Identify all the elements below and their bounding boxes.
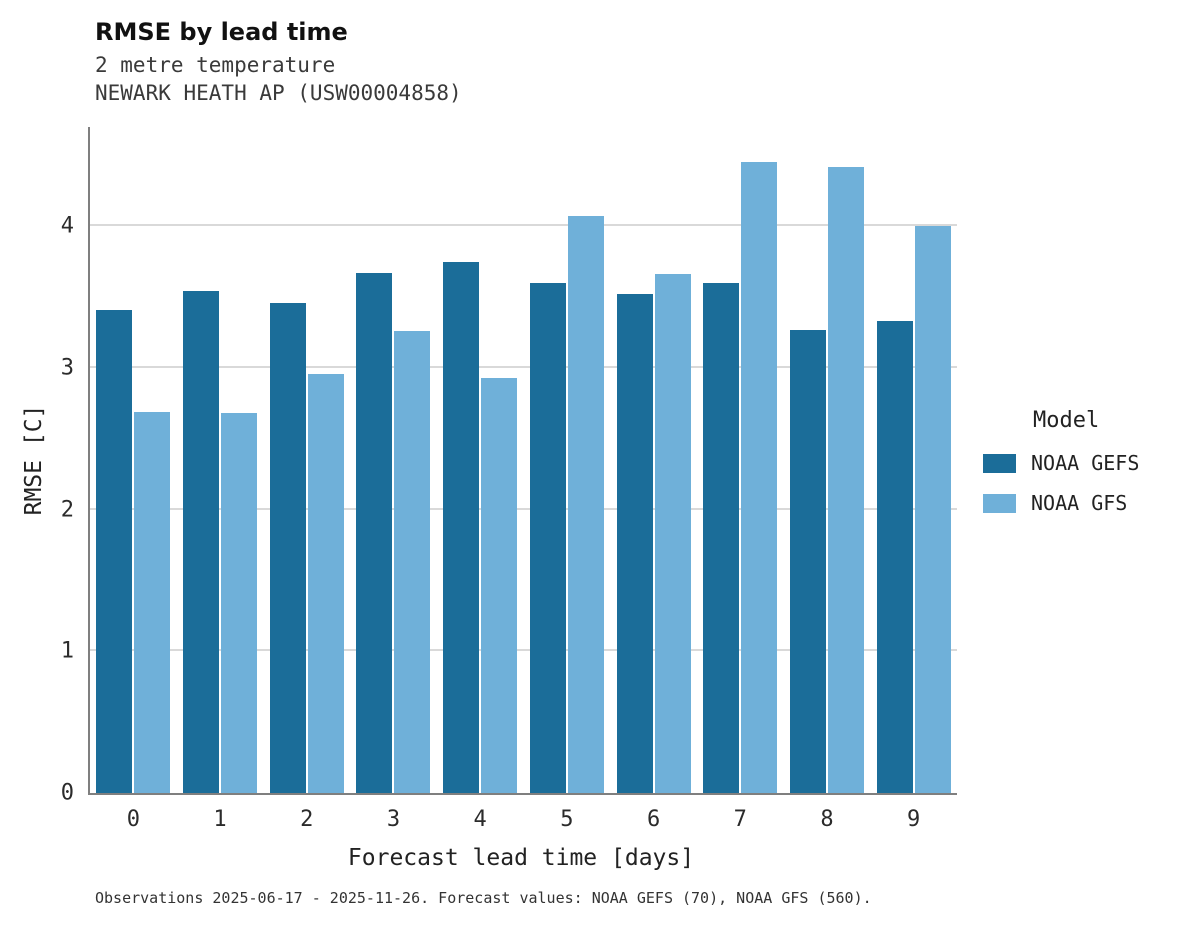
bar-noaa-gfs-lead-5	[567, 216, 604, 793]
bar-noaa-gfs-lead-2	[307, 373, 344, 793]
bar-noaa-gfs-lead-8	[827, 166, 864, 793]
gridline-y-2	[90, 507, 957, 510]
bar-noaa-gefs-lead-1	[183, 291, 220, 793]
bar-noaa-gefs-lead-4	[443, 261, 480, 793]
x-tick-label-6: 6	[646, 807, 661, 832]
legend-swatch-noaa-gfs	[983, 493, 1016, 513]
gridline-y-3	[90, 365, 957, 368]
bar-group-lead-1: 1	[177, 127, 264, 832]
bar-group-lead-7: 7	[697, 127, 784, 832]
bar-group-lead-5: 5	[524, 127, 611, 832]
y-tick-label-4: 4	[60, 213, 74, 239]
x-axis-label: Forecast lead time [days]	[347, 845, 695, 871]
y-tick-label-1: 1	[60, 638, 74, 664]
y-tick-label-2: 2	[60, 497, 74, 523]
y-tick-label-3: 3	[60, 355, 74, 381]
x-tick-label-3: 3	[386, 807, 401, 832]
gridline-y-1	[90, 649, 957, 652]
gridline-y-4	[90, 224, 957, 227]
bar-group-lead-9: 9	[870, 127, 957, 832]
bar-noaa-gefs-lead-9	[876, 321, 913, 793]
legend-swatch-noaa-gefs	[983, 453, 1016, 473]
legend-entry-noaa-gfs: NOAA GFS	[983, 491, 1195, 515]
bar-noaa-gefs-lead-3	[356, 272, 393, 793]
y-tick-label-0: 0	[60, 780, 74, 806]
x-tick-label-9: 9	[907, 807, 921, 832]
bar-noaa-gfs-lead-0	[134, 411, 171, 793]
bar-group-lead-6: 6	[610, 127, 697, 832]
bar-noaa-gfs-lead-9	[914, 226, 951, 793]
legend-entry-noaa-gefs: NOAA GEFS	[983, 451, 1195, 475]
bar-group-lead-2: 2	[263, 127, 350, 832]
bar-group-lead-0: 0	[90, 127, 177, 832]
legend-title: Model	[1033, 408, 1100, 433]
chart-subtitle-variable: 2 metre temperature	[95, 53, 336, 77]
bar-noaa-gefs-lead-0	[96, 309, 133, 793]
bar-noaa-gefs-lead-5	[529, 282, 566, 793]
bar-noaa-gefs-lead-6	[616, 294, 653, 793]
bar-noaa-gfs-lead-1	[221, 413, 258, 793]
bar-noaa-gfs-lead-4	[481, 377, 518, 793]
x-tick-label-1: 1	[213, 807, 227, 832]
bar-group-lead-8: 8	[784, 127, 871, 832]
legend-label-noaa-gfs: NOAA GFS	[1031, 491, 1128, 515]
bar-group-lead-4: 4	[437, 127, 524, 832]
legend-label-noaa-gefs: NOAA GEFS	[1031, 451, 1140, 475]
x-tick-label-5: 5	[560, 807, 574, 832]
x-tick-label-2: 2	[300, 807, 314, 832]
x-tick-label-7: 7	[733, 807, 747, 832]
legend: Model NOAA GEFS NOAA GFS	[983, 408, 1195, 515]
y-axis-label: RMSE [C]	[21, 404, 47, 516]
chart-subtitle-station: NEWARK HEATH AP (USW00004858)	[95, 81, 462, 105]
legend-entries: NOAA GEFS NOAA GFS	[983, 451, 1195, 515]
bar-noaa-gfs-lead-7	[741, 162, 778, 793]
bar-group-lead-3: 3	[350, 127, 437, 832]
x-tick-label-0: 0	[126, 807, 140, 832]
bar-noaa-gefs-lead-2	[269, 302, 306, 793]
bar-noaa-gfs-lead-3	[394, 331, 431, 793]
x-tick-label-4: 4	[473, 807, 487, 832]
bar-noaa-gefs-lead-8	[789, 329, 826, 793]
chart-title: RMSE by lead time	[95, 18, 348, 46]
bar-groups: 0 1 2 3 4 5 6 7 8 9	[90, 127, 957, 832]
footnote: Observations 2025-06-17 - 2025-11-26. Fo…	[95, 889, 872, 907]
bar-noaa-gfs-lead-6	[654, 274, 691, 793]
bar-noaa-gefs-lead-7	[703, 282, 740, 793]
x-tick-label-8: 8	[820, 807, 834, 832]
plot-area: 0 1 2 3 4 0 1 2 3 4 5 6 7 8 9	[61, 127, 957, 832]
